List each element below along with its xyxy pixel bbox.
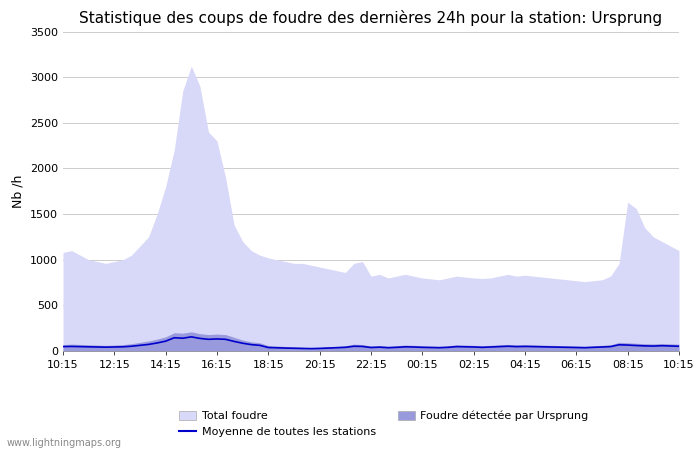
Y-axis label: Nb /h: Nb /h [11,175,25,208]
Legend: Total foudre, Moyenne de toutes les stations, Foudre détectée par Ursprung: Total foudre, Moyenne de toutes les stat… [179,411,589,437]
Text: www.lightningmaps.org: www.lightningmaps.org [7,438,122,448]
Title: Statistique des coups de foudre des dernières 24h pour la station: Ursprung: Statistique des coups de foudre des dern… [79,10,663,26]
